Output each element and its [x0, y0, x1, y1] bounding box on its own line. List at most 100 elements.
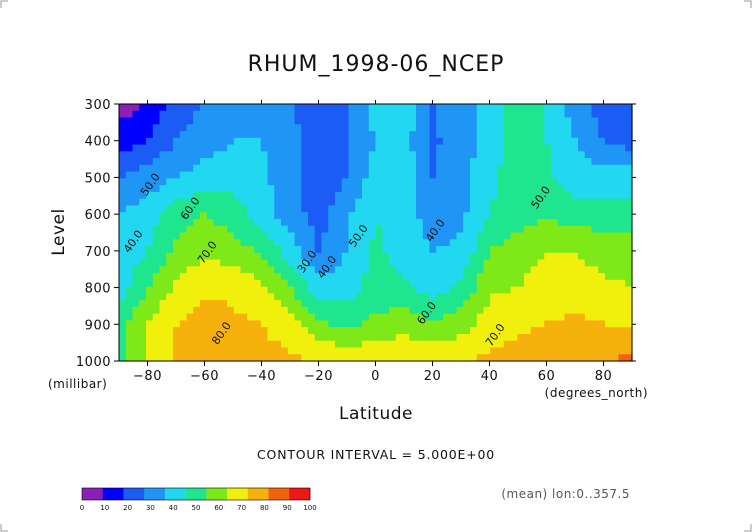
heatmap-cell — [605, 246, 613, 254]
heatmap-cell — [260, 185, 269, 193]
heatmap-cell — [220, 266, 228, 274]
heatmap-cell — [591, 144, 599, 152]
heatmap-cell — [389, 198, 397, 207]
heatmap-cell — [294, 320, 302, 328]
heatmap-cell — [503, 218, 512, 227]
heatmap-cell — [179, 117, 188, 125]
heatmap-cell — [233, 198, 242, 207]
heatmap-cell — [362, 218, 370, 227]
heatmap-cell — [578, 259, 586, 267]
heatmap-cell — [618, 225, 626, 234]
heatmap-cell — [382, 131, 390, 139]
heatmap-cell — [132, 117, 140, 125]
heatmap-cell — [476, 313, 485, 322]
heatmap-cell — [578, 131, 586, 139]
heatmap-cell — [240, 293, 248, 301]
heatmap-cell — [240, 158, 248, 166]
heatmap-cell — [132, 124, 140, 132]
heatmap-cell — [537, 239, 545, 247]
heatmap-cell — [287, 158, 296, 166]
heatmap-cell — [314, 320, 323, 328]
heatmap-cell — [348, 320, 356, 328]
heatmap-cell — [611, 239, 620, 247]
heatmap-cell — [389, 286, 397, 294]
heatmap-cell — [530, 300, 539, 308]
heatmap-cell — [119, 171, 127, 179]
heatmap-cell — [503, 131, 512, 139]
heatmap-cell — [524, 144, 532, 152]
heatmap-cell — [443, 124, 451, 132]
heatmap-cell — [233, 191, 242, 200]
heatmap-cell — [483, 333, 491, 342]
heatmap-cell — [490, 110, 498, 119]
heatmap-cell — [173, 218, 181, 227]
heatmap-cell — [139, 205, 147, 213]
heatmap-cell — [254, 354, 262, 362]
heatmap-cell — [422, 266, 431, 274]
heatmap-cell — [139, 320, 147, 328]
colorbar-segment — [164, 488, 186, 500]
heatmap-cell — [328, 212, 336, 220]
heatmap-cell — [476, 306, 485, 315]
heatmap-cell — [503, 266, 512, 274]
heatmap-cell — [544, 327, 552, 335]
heatmap-cell — [287, 327, 296, 335]
heatmap-cell — [152, 178, 161, 186]
heatmap-cell — [193, 178, 201, 186]
heatmap-cell — [618, 151, 626, 159]
heatmap-cell — [146, 212, 154, 220]
heatmap-cell — [308, 212, 316, 220]
heatmap-cell — [348, 306, 356, 315]
heatmap-cell — [308, 158, 316, 166]
heatmap-cell — [314, 158, 323, 166]
heatmap-cell — [416, 266, 424, 274]
heatmap-cell — [395, 320, 404, 328]
heatmap-cell — [557, 191, 566, 200]
heatmap-cell — [260, 300, 269, 308]
heatmap-cell — [193, 225, 201, 234]
heatmap-cell — [625, 144, 633, 152]
heatmap-cell — [402, 313, 410, 322]
heatmap-cell — [335, 239, 343, 247]
heatmap-cell — [490, 340, 498, 349]
heatmap-cell — [213, 313, 221, 322]
heatmap-cell — [463, 185, 471, 193]
heatmap-cell — [159, 144, 167, 152]
heatmap-cell — [443, 164, 451, 173]
heatmap-cell — [530, 327, 539, 335]
heatmap-cell — [240, 252, 248, 261]
heatmap-cell — [605, 266, 613, 274]
heatmap-cell — [443, 246, 451, 254]
heatmap-cell — [625, 279, 633, 288]
heatmap-cell — [247, 252, 255, 261]
heatmap-cell — [287, 246, 296, 254]
heatmap-cell — [321, 340, 329, 349]
heatmap-cell — [584, 293, 593, 301]
heatmap-cell — [152, 225, 161, 234]
heatmap-cell — [166, 279, 174, 288]
heatmap-cell — [166, 144, 174, 152]
heatmap-cell — [166, 306, 174, 315]
heatmap-cell — [497, 286, 505, 294]
heatmap-cell — [335, 340, 343, 349]
heatmap-cell — [483, 110, 491, 119]
heatmap-cell — [510, 158, 518, 166]
heatmap-cell — [544, 232, 552, 240]
heatmap-cell — [470, 354, 478, 362]
heatmap-cell — [179, 218, 188, 227]
heatmap-cell — [152, 198, 161, 207]
heatmap-cell — [429, 131, 437, 139]
heatmap-cell — [254, 333, 262, 342]
heatmap-cell — [571, 198, 579, 207]
heatmap-cell — [618, 218, 626, 227]
heatmap-cell — [213, 185, 221, 193]
heatmap-cell — [395, 293, 404, 301]
heatmap-cell — [362, 124, 370, 132]
heatmap-cell — [618, 104, 626, 112]
heatmap-cell — [544, 117, 552, 125]
heatmap-cell — [294, 131, 302, 139]
x-tick-label: 80 — [595, 369, 613, 384]
heatmap-cell — [240, 239, 248, 247]
heatmap-cell — [537, 279, 545, 288]
heatmap-cell — [578, 286, 586, 294]
